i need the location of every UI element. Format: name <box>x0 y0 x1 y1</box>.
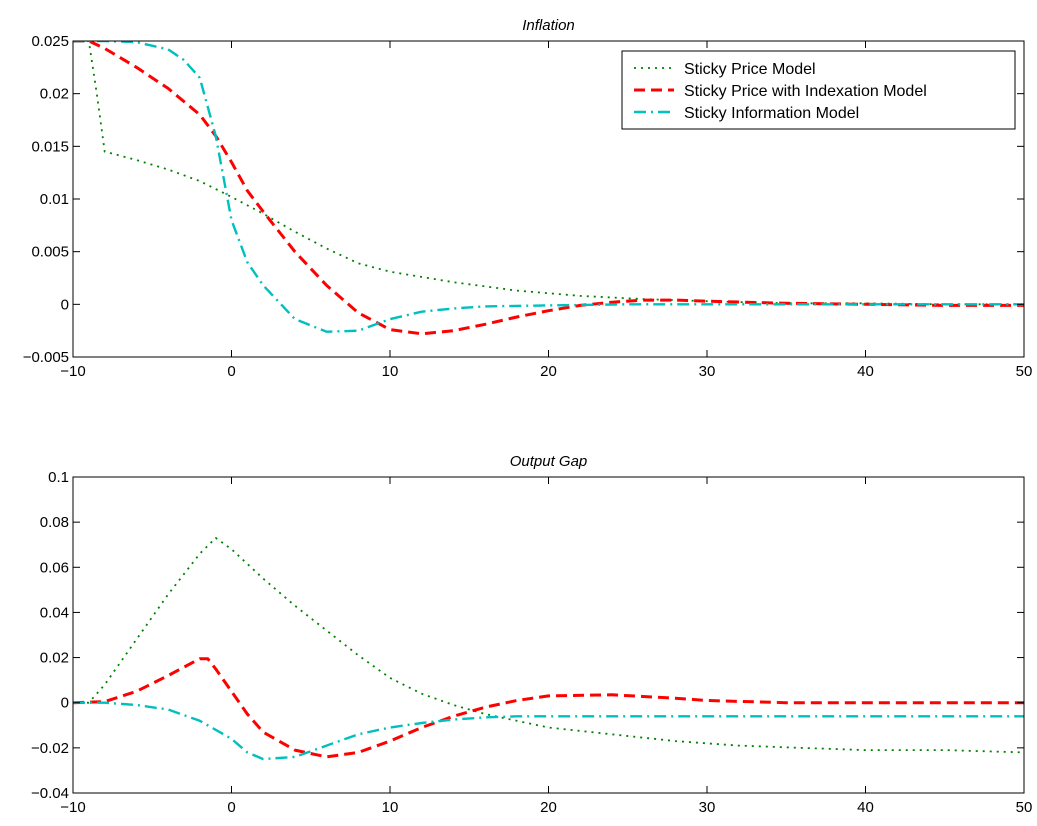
y-tick-label: 0.005 <box>31 244 69 261</box>
series-line-sticky-information-model <box>73 701 1024 761</box>
x-tick-label: 10 <box>382 799 399 816</box>
legend-entry: Sticky Price with Indexation Model <box>684 83 927 100</box>
legend-box <box>621 50 1016 130</box>
x-tick-label: 40 <box>857 799 874 816</box>
y-tick-label: 0 <box>61 695 69 712</box>
x-tick-label: 20 <box>540 799 557 816</box>
series-line-sticky-price-with-indexation-model <box>73 657 1024 759</box>
axes-frame <box>72 476 1025 794</box>
legend-entry: Sticky Price Model <box>684 61 816 78</box>
series-line-sticky-price-with-indexation-model <box>73 41 1024 336</box>
y-tick-label: 0.025 <box>31 33 69 50</box>
x-tick-label: −10 <box>60 799 85 816</box>
x-tick-label: 40 <box>857 363 874 380</box>
y-tick-label: 0.08 <box>40 514 69 531</box>
series-line-sticky-price-model <box>73 537 1024 754</box>
legend-entry: Sticky Information Model <box>684 105 859 122</box>
panel-1: Inflation −10 0 10 20 30 40 50 −0.005 0 0.005 0.01 0… <box>23 17 1033 380</box>
x-tick-label: −10 <box>60 363 85 380</box>
chart-title: Output Gap <box>510 453 588 470</box>
y-tick-label: 0.015 <box>31 138 69 155</box>
x-tick-label: 0 <box>227 363 235 380</box>
y-tick-label: 0 <box>61 296 69 313</box>
y-tick-label: 0.06 <box>40 559 69 576</box>
y-tick-label: −0.04 <box>31 785 69 802</box>
y-tick-label: 0.1 <box>48 469 69 486</box>
y-tick-label: 0.02 <box>40 650 69 667</box>
x-tick-label: 50 <box>1016 799 1033 816</box>
series-line-sticky-information-model <box>73 41 1024 333</box>
panel-2: Output Gap −10 0 10 20 30 40 50 −0.04 −0.02 0 0.02 0… <box>31 453 1032 816</box>
chart-title: Inflation <box>522 17 575 34</box>
x-tick-label: 30 <box>699 799 716 816</box>
x-tick-label: 10 <box>382 363 399 380</box>
legend: Sticky Price Model Sticky Price with Inde… <box>621 50 1016 130</box>
x-tick-label: 0 <box>227 799 235 816</box>
x-tick-label: 20 <box>540 363 557 380</box>
x-tick-label: 50 <box>1016 363 1033 380</box>
y-tick-label: −0.005 <box>23 349 69 366</box>
x-tick-label: 30 <box>699 363 716 380</box>
y-tick-label: 0.01 <box>40 191 69 208</box>
y-tick-label: 0.04 <box>40 604 69 621</box>
y-tick-label: −0.02 <box>31 740 69 757</box>
y-tick-label: 0.02 <box>40 86 69 103</box>
